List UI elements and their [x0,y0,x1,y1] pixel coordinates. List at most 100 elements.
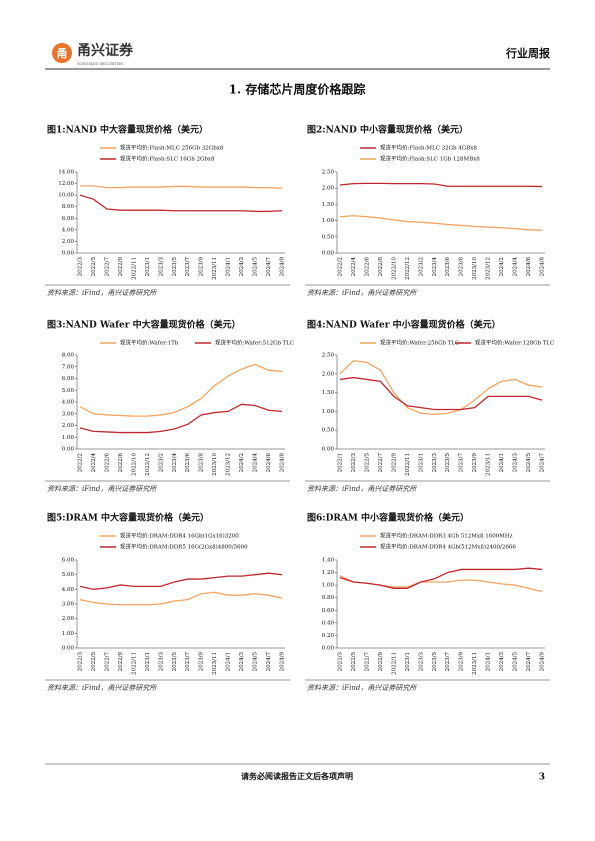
x-tick-label: 2022/10 [131,453,137,476]
legend-label: 现货平均价:DRAM:DDR5 16G(2Gx8)4800/5600 [120,543,248,551]
legend-label: 现货平均价:DRAM:DDR3 4Gb 512Mx8 1600MHz [380,532,513,540]
x-tick-label: 2023/2 [158,453,164,472]
x-tick-label: 2024/9 [280,652,286,672]
x-tick-label: 2024/1 [486,652,492,671]
chart-title: 图4:NAND Wafer 中小容量现货价格（美元） [307,319,501,331]
x-tick-label: 2022/7 [378,453,384,473]
x-tick-label: 2023/1 [418,453,424,472]
x-tick-label: 2022/9 [391,453,397,473]
x-tick-label: 2023/9 [472,453,478,473]
y-tick-label: 4.00 [62,400,75,406]
x-tick-label: 2024/1 [226,652,232,671]
page-number: 3 [539,773,545,783]
y-tick-label: 4.00 [62,227,75,233]
x-tick-label: 2024/7 [266,652,272,672]
chart-source: 资料来源：iFind，甬兴证券研究所 [47,289,157,297]
x-tick-label: 2022/11 [131,652,137,675]
y-tick-label: 0.50 [322,234,335,240]
y-tick-label: 1.00 [62,631,75,637]
x-tick-label: 2023/4 [432,257,438,277]
chart-title: 图5:DRAM 中大容量现货价格（美元） [47,512,209,524]
x-tick-label: 2023/1 [405,652,411,671]
x-tick-label: 2024/5 [526,453,532,473]
y-tick-label: 1.00 [322,218,335,224]
y-tick-label: 0.00 [62,251,75,257]
x-tick-label: 2023/9 [199,257,205,277]
x-tick-label: 2023/3 [418,652,424,672]
x-tick-label: 2023/6 [445,257,451,277]
y-tick-label: 0.50 [322,428,335,434]
x-tick-label: 2024/8 [540,257,546,277]
x-tick-label: 2024/1 [499,453,505,472]
y-tick-label: 0.60 [322,608,335,614]
x-tick-label: 2024/3 [239,257,245,277]
legend-label: 现货平均价:Flash:SLC 16Gb 2Gbx8 [120,155,215,163]
x-tick-label: 2024/9 [280,257,286,277]
y-tick-label: 0.00 [322,646,335,652]
x-tick-label: 2023/11 [212,257,218,280]
x-tick-label: 2024/1 [226,257,232,276]
x-tick-label: 2022/8 [118,453,124,473]
svg-text:甬: 甬 [57,47,68,60]
series-line [79,572,283,590]
x-tick-label: 2023/1 [145,652,151,671]
x-tick-label: 2023/3 [158,652,164,672]
x-tick-label: 2022/2 [338,257,344,276]
y-tick-label: 6.00 [62,216,75,222]
y-tick-label: 2.00 [62,239,75,245]
series-line [80,185,283,189]
x-tick-label: 2024/3 [513,453,519,473]
x-tick-label: 2022/5 [364,453,370,473]
y-tick-label: 0.80 [322,595,335,601]
x-tick-label: 2023/12 [486,257,492,280]
legend-label: 现货平均价:Flash:MLC 32Gb 4GBx8 [380,144,477,152]
logo: 甬 甬兴证券 YONGXING SECURITIES [52,42,134,66]
legend-label: 现货平均价:DRAM:DDR4 16Gb(1Gx16)3200 [120,532,239,540]
chart-title: 图6:DRAM 中小容量现货价格（美元） [307,512,469,524]
y-tick-label: 2.00 [322,186,335,192]
chart-source: 资料来源：iFind，甬兴证券研究所 [47,485,157,493]
x-tick-label: 2024/7 [266,257,272,277]
x-tick-label: 2023/5 [432,652,438,672]
y-tick-label: 0.00 [322,251,335,257]
x-tick-label: 2024/4 [513,257,519,277]
y-tick-label: 0.00 [62,646,75,652]
x-tick-label: 2023/5 [445,453,451,473]
x-tick-label: 2022/3 [78,652,84,672]
x-tick-label: 2023/8 [459,257,465,277]
y-tick-label: 2.50 [322,170,335,176]
x-tick-label: 2022/8 [378,257,384,277]
y-tick-label: 8.00 [62,353,75,359]
x-tick-label: 2024/2 [239,453,245,472]
chart-title: 图2:NAND 中小容量现货价格（美元） [307,124,468,136]
y-tick-label: 7.00 [62,364,75,370]
series-line [339,182,543,188]
y-tick-label: 6.00 [62,558,75,564]
x-tick-label: 2024/5 [253,257,259,277]
x-tick-label: 2024/6 [266,453,272,473]
x-tick-label: 2022/11 [405,453,411,476]
y-tick-label: 1.50 [322,202,335,208]
x-tick-label: 2024/7 [526,652,532,672]
series-line [79,591,283,606]
x-tick-label: 2022/5 [351,652,357,672]
x-tick-label: 2024/6 [526,257,532,277]
x-tick-label: 2024/4 [253,453,259,473]
logo-cn: 甬兴证券 [77,42,134,59]
series-line [79,403,283,434]
series-line [339,215,543,231]
y-tick-label: 3.00 [62,602,75,608]
y-tick-label: 2.00 [322,371,335,377]
legend-label: 现货平均价:Flash:MLC 256Gb 32Gbx8 [120,144,224,152]
y-tick-label: 4.00 [62,587,75,593]
x-tick-label: 2023/5 [172,257,178,277]
legend-label: 现货平均价:Wafer:1Tb [120,339,179,347]
legend-label: 现货平均价:Wafer:128Gb TLC [475,339,554,347]
legend-label: 现货平均价:DRAM:DDR4 4Gb(512Mx8)2400/2666 [380,543,516,551]
x-tick-label: 2023/11 [212,652,218,675]
y-tick-label: 8.00 [62,204,75,210]
x-tick-label: 2023/11 [472,652,478,675]
x-tick-label: 2024/5 [253,652,259,672]
x-tick-label: 2022/12 [405,257,411,280]
